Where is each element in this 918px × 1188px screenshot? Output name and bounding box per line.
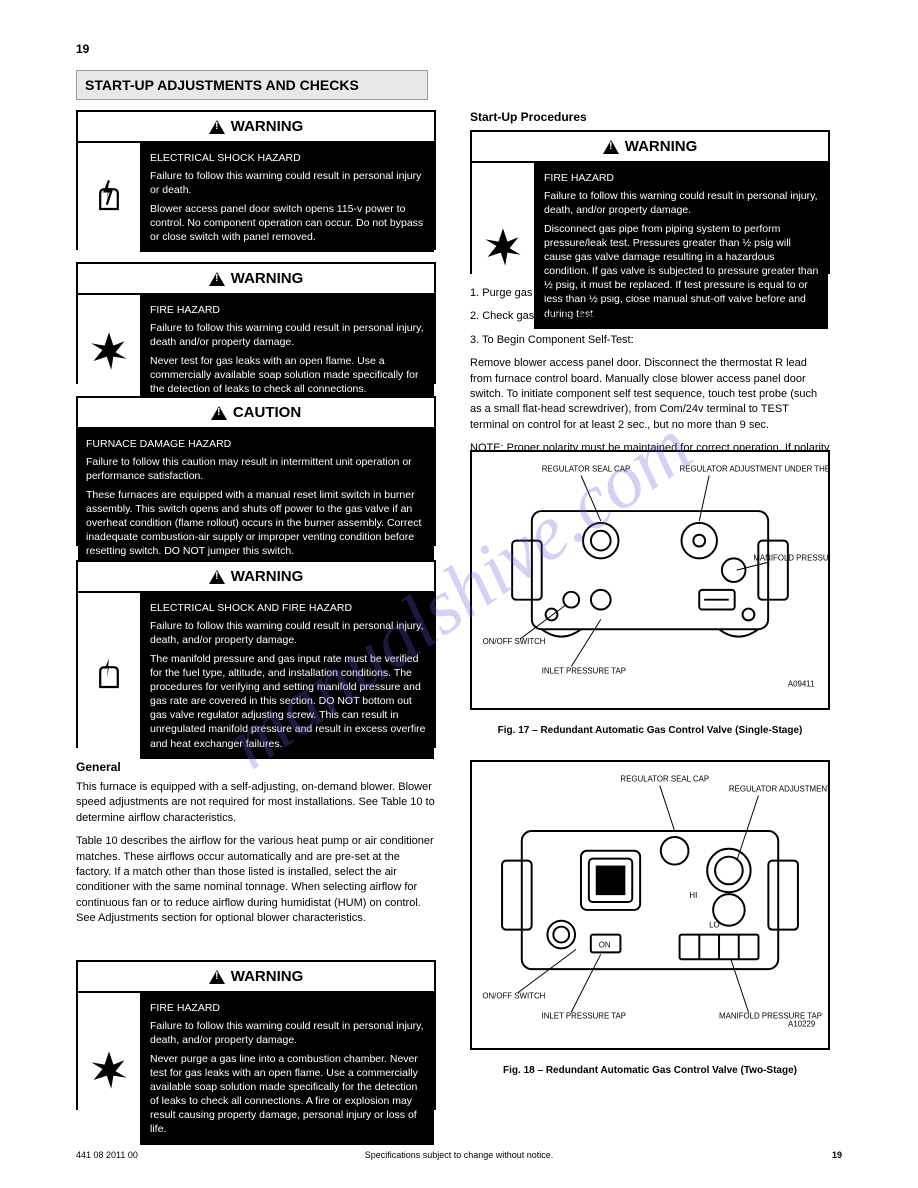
alert-triangle-icon [209, 120, 225, 134]
alert-triangle-icon [209, 272, 225, 286]
valve-single-stage-diagram: REGULATOR SEAL CAP REGULATOR ADJUSTMENT … [472, 452, 828, 708]
caution-title: CAUTION [233, 404, 301, 421]
caution-header: CAUTION [78, 398, 434, 429]
warning-shock-fire: WARNING ELECTRICAL SHOCK AND FIRE HAZARD… [76, 560, 436, 748]
svg-text:LO: LO [709, 921, 720, 930]
svg-text:REGULATOR ADJUSTMENT UNDER THE: REGULATOR ADJUSTMENT UNDER THE CAP [729, 785, 828, 794]
page-root: manualshive.com 19 START-UP ADJUSTMENTS … [0, 0, 918, 1188]
footer-pagenum: 19 [832, 1150, 842, 1160]
warning-title: WARNING [231, 568, 304, 585]
svg-text:INLET PRESSURE TAP: INLET PRESSURE TAP [542, 667, 626, 676]
page-number-top: 19 [76, 42, 89, 56]
warning-title: WARNING [231, 270, 304, 287]
warning-body: ELECTRICAL SHOCK HAZARD Failure to follo… [142, 143, 434, 252]
fig17-caption: Fig. 17 – Redundant Automatic Gas Contro… [472, 725, 828, 736]
shock-hand-icon [78, 593, 142, 759]
alert-triangle-icon [211, 406, 227, 420]
warning-header: WARNING [78, 264, 434, 295]
svg-text:A10229: A10229 [788, 1019, 815, 1028]
svg-text:REGULATOR SEAL CAP: REGULATOR SEAL CAP [620, 775, 709, 784]
explosion-icon [78, 295, 142, 404]
warning-header: WARNING [472, 132, 828, 163]
warning-header: WARNING [78, 112, 434, 143]
warning-body: ELECTRICAL SHOCK AND FIRE HAZARD Failure… [142, 593, 434, 759]
warning-fire-2: WARNING FIRE HAZARD Failure to follow th… [76, 960, 436, 1110]
footer-note: Specifications subject to change without… [0, 1150, 918, 1160]
warning-fire-3: WARNING FIRE HAZARD Failure to follow th… [470, 130, 830, 274]
warning-header: WARNING [78, 562, 434, 593]
general-heading: General [76, 760, 121, 774]
warning-title: WARNING [625, 138, 698, 155]
svg-text:A09411: A09411 [788, 679, 815, 688]
warning-title: WARNING [231, 118, 304, 135]
fig18-caption: Fig. 18 – Redundant Automatic Gas Contro… [472, 1065, 828, 1076]
svg-text:INLET PRESSURE TAP: INLET PRESSURE TAP [542, 1011, 626, 1020]
startup-heading: Start-Up Procedures [470, 110, 587, 124]
svg-text:REGULATOR SEAL CAP: REGULATOR SEAL CAP [542, 465, 631, 474]
warning-header: WARNING [78, 962, 434, 993]
valve-two-stage-diagram: REGULATOR SEAL CAP REGULATOR ADJUSTMENT … [472, 762, 828, 1048]
svg-text:ON/OFF SWITCH: ON/OFF SWITCH [483, 637, 546, 646]
warning-body: FIRE HAZARD Failure to follow this warni… [142, 993, 434, 1145]
svg-text:REGULATOR ADJUSTMENT UNDER THE: REGULATOR ADJUSTMENT UNDER THE CAP [680, 465, 828, 474]
section-title: START-UP ADJUSTMENTS AND CHECKS [76, 70, 428, 100]
warning-title: WARNING [231, 968, 304, 985]
alert-triangle-icon [209, 970, 225, 984]
caution-furnace-damage: CAUTION FURNACE DAMAGE HAZARD Failure to… [76, 396, 436, 546]
warning-electrical-shock-1: WARNING ELECTRICAL SHOCK HAZARD Failure … [76, 110, 436, 250]
svg-text:ON/OFF SWITCH: ON/OFF SWITCH [482, 992, 545, 1001]
svg-text:HI: HI [689, 891, 697, 900]
caution-body: FURNACE DAMAGE HAZARD Failure to follow … [78, 429, 434, 566]
fig18-box: REGULATOR SEAL CAP REGULATOR ADJUSTMENT … [470, 760, 830, 1050]
fig17-box: REGULATOR SEAL CAP REGULATOR ADJUSTMENT … [470, 450, 830, 710]
explosion-icon [78, 993, 142, 1145]
svg-text:MANIFOLD PRESSURE TAP: MANIFOLD PRESSURE TAP [753, 553, 828, 562]
alert-triangle-icon [603, 140, 619, 154]
general-body: This furnace is equipped with a self-adj… [76, 780, 436, 935]
shock-hand-icon [78, 143, 142, 252]
warning-body: FIRE HAZARD Failure to follow this warni… [142, 295, 434, 404]
warning-fire-1: WARNING FIRE HAZARD Failure to follow th… [76, 262, 436, 384]
svg-text:ON: ON [599, 940, 611, 949]
alert-triangle-icon [209, 570, 225, 584]
